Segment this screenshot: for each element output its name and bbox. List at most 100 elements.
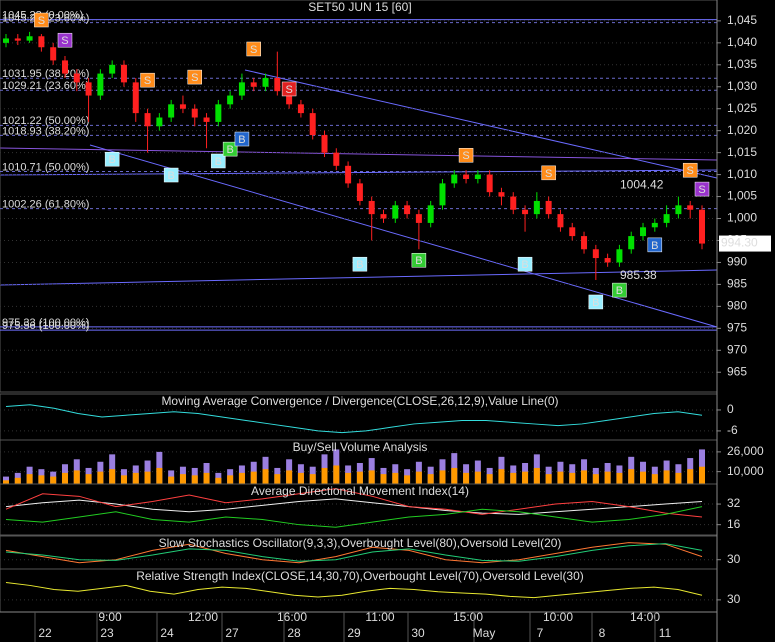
x-day-label: 7 xyxy=(537,626,544,640)
level-label: 1018.93 (38.20%) xyxy=(2,125,89,137)
volume-bar xyxy=(168,476,175,484)
volume-bar xyxy=(699,466,705,484)
signal-label: B xyxy=(651,240,658,252)
trend-lines xyxy=(0,69,718,328)
last-price-label: 994.30 xyxy=(721,236,758,250)
panel-title: Relative Strength Index(CLOSE,14,30,70),… xyxy=(136,569,584,583)
volume-bar xyxy=(238,472,245,484)
level-label: 1002.26 (61.80%) xyxy=(2,199,89,211)
candle-body xyxy=(474,174,481,179)
x-hour-label: 10:00 xyxy=(543,610,573,624)
candle-body xyxy=(604,258,611,263)
signal-label: B xyxy=(521,259,528,271)
y-tick-label: 30 xyxy=(727,592,741,606)
signal-label: S xyxy=(61,35,68,47)
y-tick-label: 1,030 xyxy=(727,79,757,93)
y-tick-label: 990 xyxy=(727,255,747,269)
x-day-label: 30 xyxy=(411,626,425,640)
candle-body xyxy=(545,200,552,215)
candle-body xyxy=(227,95,234,105)
y-tick-label: 970 xyxy=(727,342,747,356)
signal-marker xyxy=(458,148,474,163)
candle-body xyxy=(262,77,269,87)
indicator-line xyxy=(5,582,703,599)
level-label: 975.33 (100.00%) xyxy=(2,317,89,329)
signal-label: S xyxy=(144,75,151,87)
candle-body xyxy=(616,249,623,263)
signal-label: S xyxy=(285,84,292,96)
y-tick-label: 32 xyxy=(727,496,741,510)
signal-marker xyxy=(588,294,604,310)
candle-body xyxy=(522,209,529,215)
signal-marker xyxy=(612,282,627,298)
level-label: 975.56 (100.00%) xyxy=(2,320,89,332)
volume-bar xyxy=(545,474,552,484)
candle-body xyxy=(451,174,458,184)
volume-bar xyxy=(73,470,80,484)
volume-bar xyxy=(215,477,222,484)
volume-bar xyxy=(392,472,399,484)
x-day-label: 11 xyxy=(659,626,672,640)
volume-bar xyxy=(156,467,163,484)
candle-body xyxy=(321,135,328,153)
signal-marker xyxy=(140,72,155,88)
candle-body xyxy=(97,73,104,96)
indicator-line xyxy=(5,404,703,434)
candle-body xyxy=(345,165,352,184)
volume-bar xyxy=(109,469,116,484)
level-label: 1010.71 (50.00%) xyxy=(2,161,89,173)
y-tick-label: 30 xyxy=(727,552,741,566)
candle-body xyxy=(333,152,340,166)
volume-bar xyxy=(356,471,363,484)
signal-label: B xyxy=(238,134,245,146)
candle-body xyxy=(640,227,647,237)
volume-bar xyxy=(604,471,611,484)
volume-bar xyxy=(3,480,9,484)
volume-bar xyxy=(109,454,116,484)
indicator-line xyxy=(5,488,703,518)
signal-label: S xyxy=(191,72,198,84)
y-tick-label: 1,005 xyxy=(727,189,757,203)
x-hour-label: 15:00 xyxy=(453,610,483,624)
y-tick-label: 1,035 xyxy=(727,57,757,71)
volume-bar xyxy=(640,471,647,484)
candle-body xyxy=(557,214,564,228)
candle-body xyxy=(356,183,363,201)
volume-bar xyxy=(427,474,434,484)
panel-title: Buy/Sell Volume Analysis xyxy=(293,440,428,454)
volume-bar xyxy=(50,476,57,484)
volume-bar xyxy=(227,475,234,484)
signal-marker xyxy=(682,162,698,178)
volume-bar xyxy=(333,465,340,484)
volume-bar xyxy=(250,471,257,484)
candle-body xyxy=(498,192,505,197)
y-tick-label: 1,020 xyxy=(727,123,757,137)
x-hour-label: 14:00 xyxy=(630,610,660,624)
indicator-line xyxy=(5,498,703,515)
x-day-label: 8 xyxy=(599,626,606,640)
candle-body xyxy=(309,113,316,136)
x-hour-label: 11:00 xyxy=(365,610,394,624)
last-price-box xyxy=(719,235,771,252)
panel-title: Average Directional Movement Index(14) xyxy=(251,484,469,498)
signal-marker xyxy=(34,12,49,28)
y-tick-label: 1,010 xyxy=(727,167,757,181)
y-tick-label: 1,040 xyxy=(727,35,757,49)
candle-body xyxy=(120,64,127,83)
volume-bar xyxy=(439,470,446,484)
volume-bar xyxy=(191,475,198,484)
candle-body xyxy=(415,214,422,223)
x-day-label: 22 xyxy=(38,626,52,640)
volume-bar xyxy=(616,472,623,484)
y-tick-label: 1,015 xyxy=(727,145,757,159)
signal-marker xyxy=(246,41,261,57)
signal-marker xyxy=(104,151,120,167)
signal-marker xyxy=(57,32,73,48)
high-note: 1004.42 xyxy=(620,177,664,191)
x-hour-label: 16:00 xyxy=(277,610,307,624)
signal-marker xyxy=(647,237,663,253)
x-day-label: 24 xyxy=(160,626,174,640)
candle-body xyxy=(675,205,682,215)
candle-body xyxy=(144,113,151,127)
